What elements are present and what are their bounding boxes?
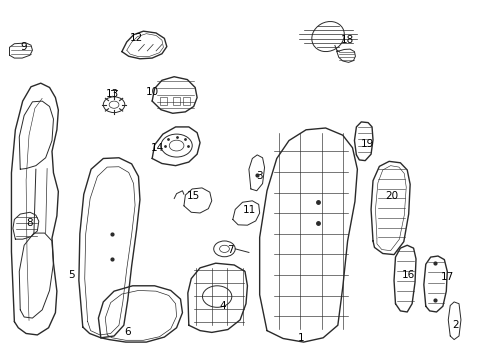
Text: 8: 8 — [26, 218, 33, 228]
Text: 9: 9 — [21, 42, 27, 52]
Text: 12: 12 — [130, 33, 143, 43]
Text: 15: 15 — [187, 191, 200, 201]
Bar — [160, 97, 167, 105]
Text: 6: 6 — [124, 327, 131, 337]
Text: 16: 16 — [402, 270, 416, 280]
Text: 4: 4 — [220, 301, 226, 311]
Text: 18: 18 — [341, 35, 354, 45]
Text: 14: 14 — [150, 143, 164, 153]
Text: 13: 13 — [105, 89, 119, 99]
Text: 11: 11 — [243, 206, 256, 216]
Text: 1: 1 — [298, 333, 304, 343]
Text: 2: 2 — [452, 320, 459, 330]
Text: 10: 10 — [146, 87, 159, 97]
Bar — [172, 97, 179, 105]
Text: 17: 17 — [441, 272, 454, 282]
Text: 7: 7 — [227, 245, 234, 255]
Text: 3: 3 — [256, 171, 263, 181]
Text: 19: 19 — [361, 139, 374, 149]
Text: 5: 5 — [68, 270, 75, 280]
Bar — [183, 97, 190, 105]
Text: 20: 20 — [385, 191, 398, 201]
